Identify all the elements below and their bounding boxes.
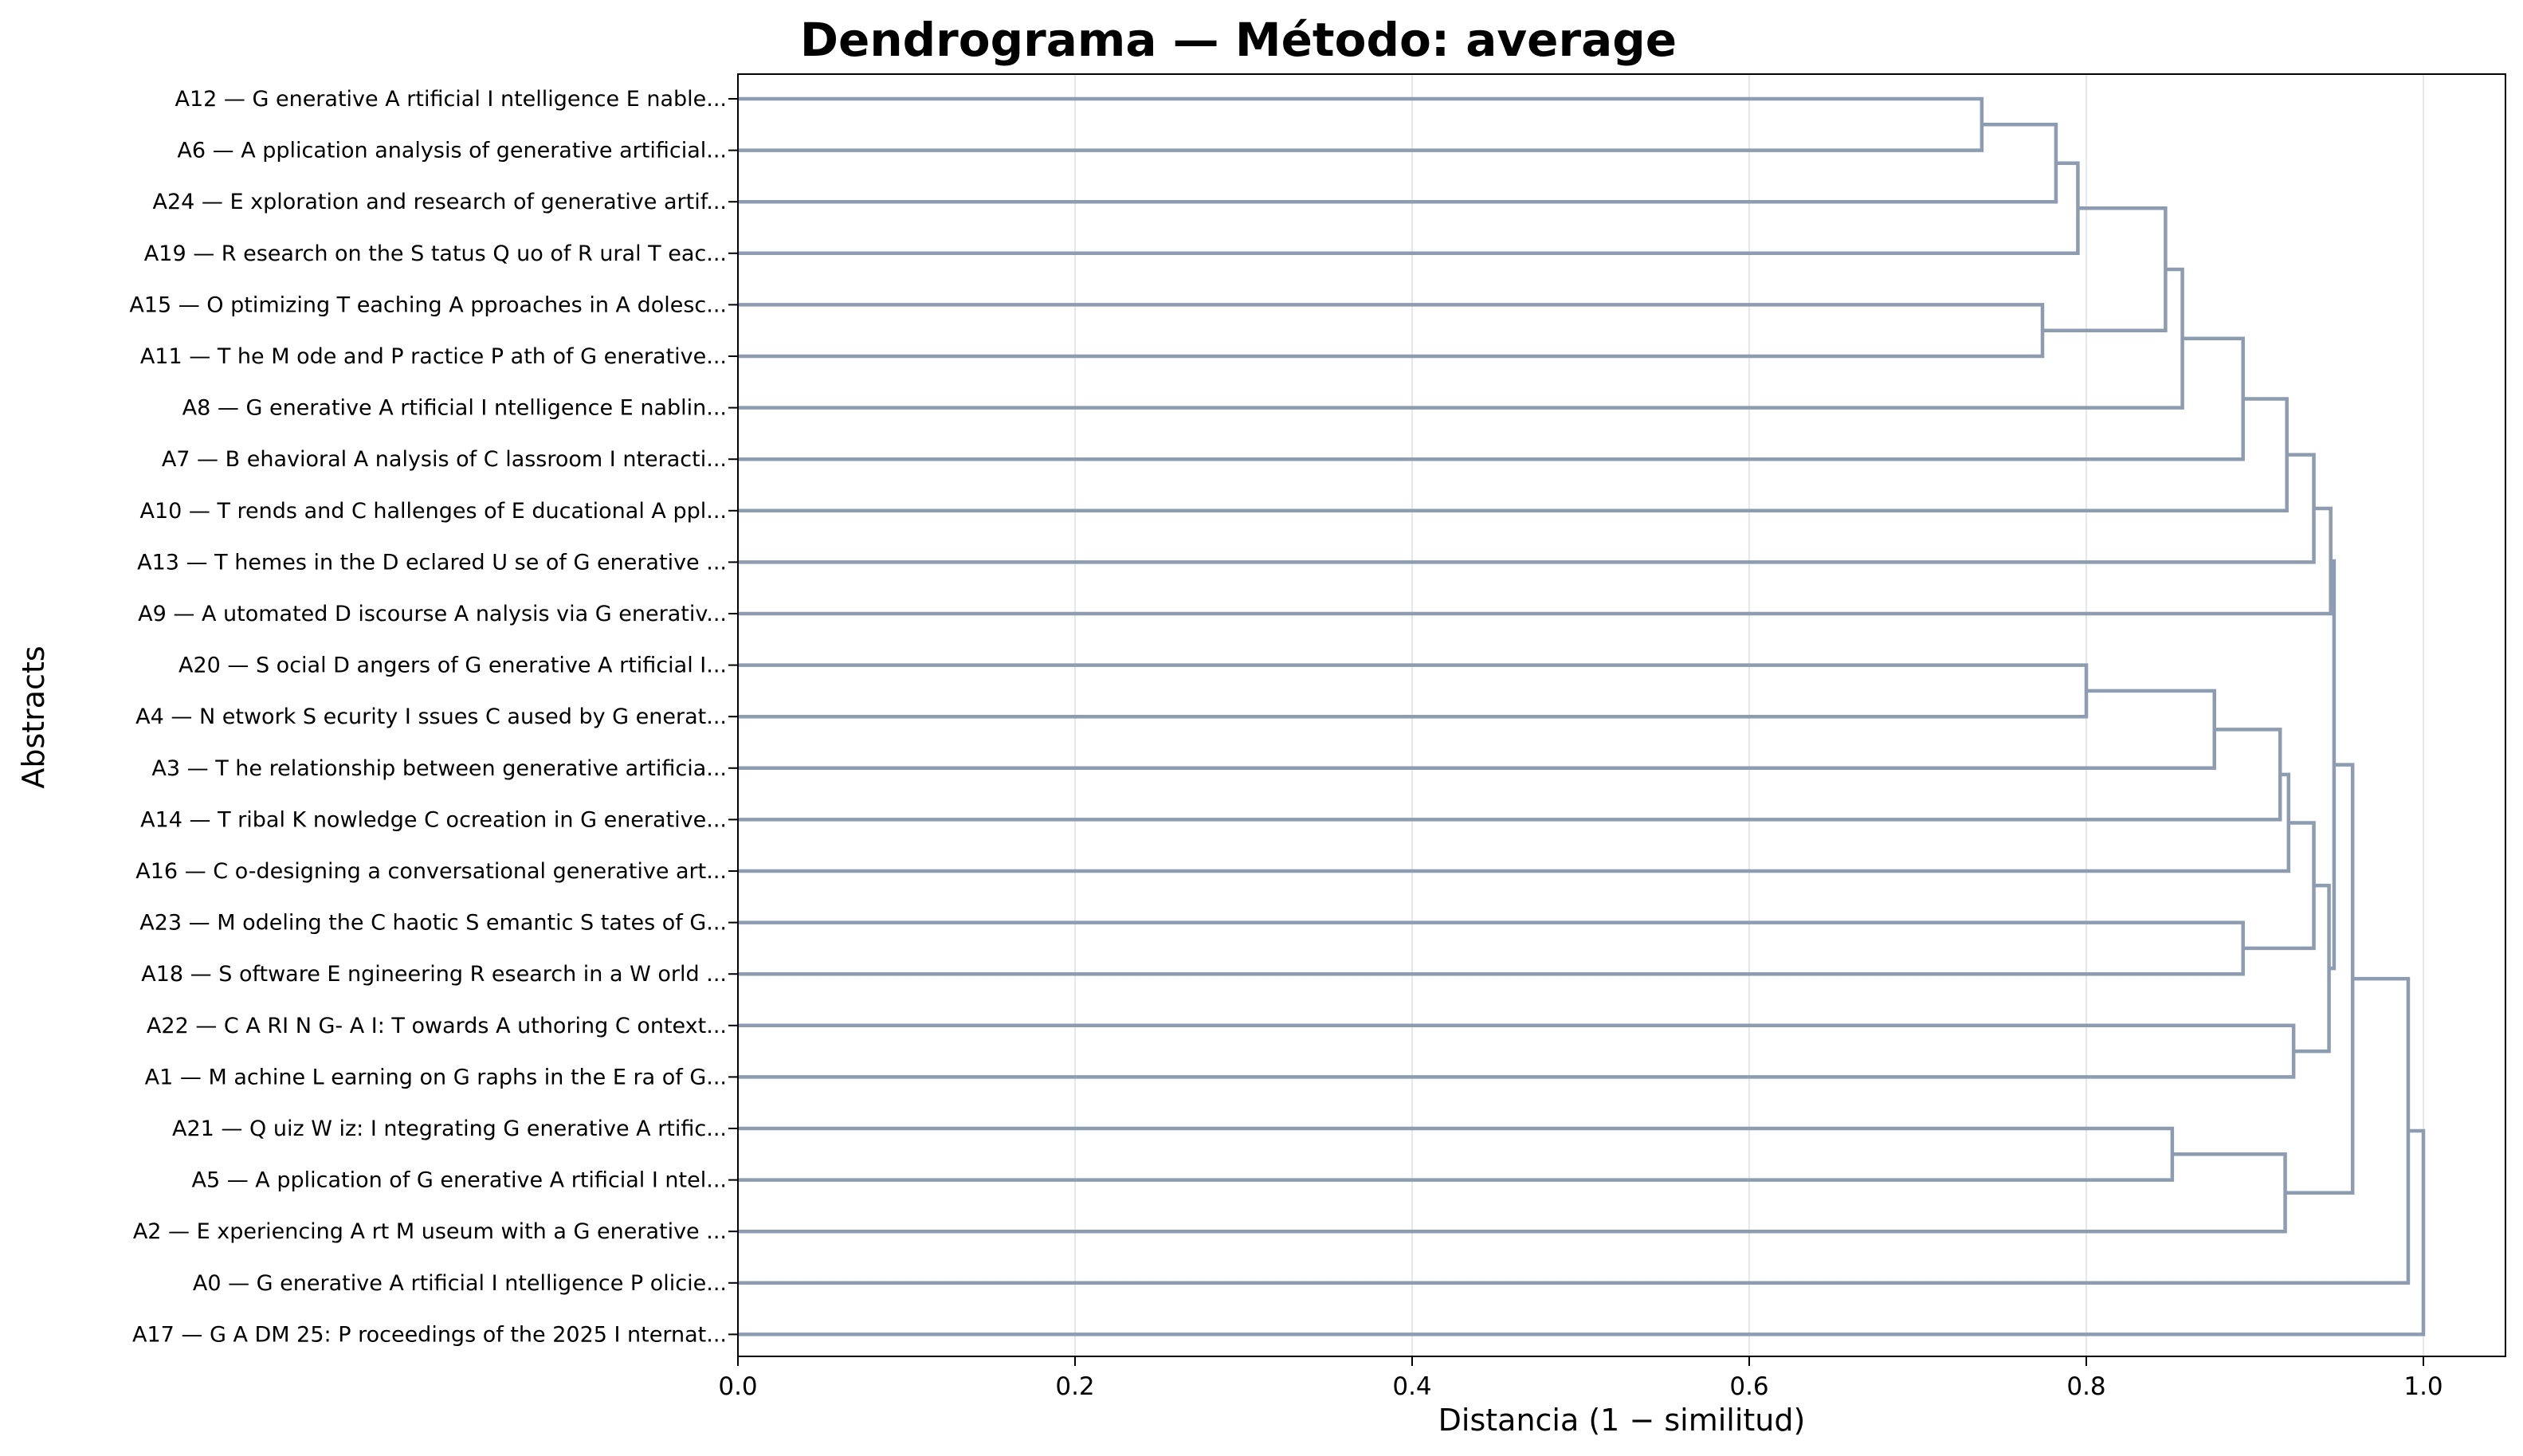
dendrogram-link <box>2293 883 2331 1054</box>
dendrogram-link <box>738 161 2080 256</box>
leaf-label: A20 — S ocial D angers of G enerative A … <box>179 653 727 678</box>
leaf-label: A21 — Q uiz W iz: I ntegrating G enerati… <box>172 1117 727 1141</box>
leaf-label: A23 — M odeling the C haotic S emantic S… <box>139 911 727 936</box>
x-tick-label: 0.0 <box>718 1372 757 1401</box>
leaf-label: A6 — A pplication analysis of generative… <box>177 139 727 163</box>
leaf-label: A11 — T he M ode and P ractice P ath of … <box>140 344 727 369</box>
dendrogram-links <box>738 96 2426 1336</box>
dendrogram-link <box>2042 206 2168 332</box>
dendrogram-link <box>738 1023 2296 1079</box>
leaf-label: A7 — B ehavioral A nalysis of C lassroom… <box>162 447 727 472</box>
leaf-label: A2 — E xperiencing A rt M useum with a G… <box>133 1219 727 1244</box>
y-axis-label: Abstracts <box>16 646 51 788</box>
dendrogram-link <box>2242 821 2316 951</box>
dendrogram-link <box>738 397 2289 513</box>
dendrogram-link <box>738 1128 2426 1336</box>
dendrogram-link <box>738 728 2282 822</box>
leaf-label: A17 — G A DM 25: P roceedings of the 202… <box>132 1322 727 1347</box>
leaf-label: A15 — O ptimizing T eaching A pproaches … <box>129 292 727 317</box>
dendrogram-link <box>738 453 2316 564</box>
leaf-label: A22 — C A RI N G- A I: T owards A uthori… <box>147 1014 727 1038</box>
dendrogram-link <box>738 772 2291 873</box>
leaf-label: A13 — T hemes in the D eclared U se of G… <box>137 550 727 575</box>
leaf-label: A16 — C o-designing a conversational gen… <box>135 859 727 884</box>
leaf-labels: A12 — G enerative A rtificial I ntellige… <box>129 87 738 1347</box>
dendrogram-link <box>738 267 2184 410</box>
x-tick-label: 1.0 <box>2403 1372 2443 1401</box>
leaf-label: A3 — T he relationship between generativ… <box>151 756 727 781</box>
x-axis-label: Distancia (1 − similitud) <box>1438 1403 1806 1438</box>
dendrogram-link <box>738 920 2245 976</box>
leaf-label: A8 — G enerative A rtificial I ntelligen… <box>182 396 727 421</box>
leaf-label: A10 — T rends and C hallenges of E ducat… <box>139 499 727 524</box>
dendrogram-link <box>738 1126 2175 1182</box>
dendrogram-link <box>738 1152 2287 1234</box>
leaf-label: A9 — A utomated D iscourse A nalysis via… <box>138 602 727 626</box>
dendrogram-link <box>738 689 2216 771</box>
leaf-label: A12 — G enerative A rtificial I ntellige… <box>175 87 727 112</box>
leaf-label: A4 — N etwork S ecurity I ssues C aused … <box>135 704 727 729</box>
x-tick-label: 0.8 <box>2066 1372 2105 1401</box>
dendrogram-link <box>2285 763 2355 1195</box>
leaf-label: A14 — T ribal K nowledge C ocreation in … <box>140 807 727 832</box>
leaf-label: A5 — A pplication of G enerative A rtifi… <box>191 1168 727 1193</box>
leaf-label: A0 — G enerative A rtificial I ntelligen… <box>193 1271 727 1296</box>
dendrogram-link <box>738 96 1984 152</box>
leaf-label: A24 — E xploration and research of gener… <box>153 190 728 214</box>
x-tick-label: 0.4 <box>1392 1372 1431 1401</box>
leaf-label: A19 — R esearch on the S tatus Q uo of R… <box>144 241 727 266</box>
dendrogram-link <box>738 303 2045 359</box>
leaf-label: A1 — M achine L earning on G raphs in th… <box>145 1065 727 1089</box>
plot-frame <box>737 73 2506 1357</box>
x-axis-ticks: 0.0 0.2 0.4 0.6 0.8 1.0 <box>718 1356 2443 1401</box>
chart-title: Dendrograma — Método: average <box>800 13 1677 67</box>
x-tick-label: 0.2 <box>1055 1372 1094 1401</box>
leaf-label: A18 — S oftware E ngineering R esearch i… <box>141 962 727 987</box>
x-tick-label: 0.6 <box>1729 1372 1768 1401</box>
dendrogram-link <box>738 123 2058 204</box>
